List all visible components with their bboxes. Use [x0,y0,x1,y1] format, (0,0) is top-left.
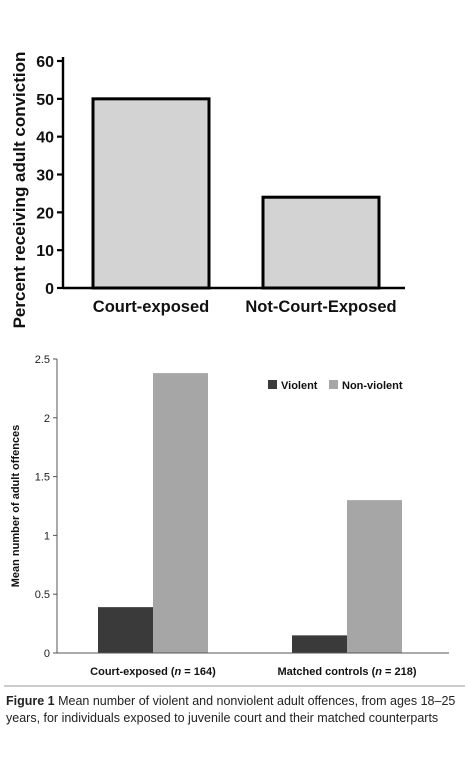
legend-label: Non-violent [342,380,403,392]
legend-swatch [329,380,338,389]
y-tick-label: 20 [36,205,54,222]
x-tick-label: Court-exposed (n = 164) [90,666,216,678]
y-axis-label: Percent receiving adult conviction [10,52,29,329]
y-tick-label: 60 [36,54,54,71]
y-tick-label: 30 [36,168,54,185]
x-tick-label-count: = 164) [181,666,216,678]
bar [347,500,402,653]
x-tick-label-text: Court-exposed ( [90,666,175,678]
legend-label: Violent [281,380,318,392]
x-tick-label: Matched controls (n = 218) [277,666,416,678]
y-tick-label: 0 [45,281,54,298]
y-tick-label: 2.5 [35,354,50,366]
x-tick-label: Court-exposed [93,298,209,316]
x-tick-label-count: = 218) [382,666,417,678]
y-tick-label: 1 [44,530,50,542]
bar [261,195,381,290]
y-tick-label: 0 [44,648,50,660]
y-tick-label: 0.5 [35,589,50,601]
bar [91,97,211,290]
bar [153,373,208,653]
figure-caption-text: Mean number of violent and nonviolent ad… [6,694,456,725]
bar [292,635,347,653]
x-tick-label: Not-Court-Exposed [245,298,396,316]
x-tick-label-n: n [175,666,182,678]
y-tick-label: 2 [44,413,50,425]
chart-conviction: 0 10 20 30 40 50 60 Court-exposed Not-Court-Expo… [10,52,405,329]
y-tick-label: 40 [36,130,54,147]
y-tick-label: 10 [36,243,54,260]
x-tick-label-n: n [375,666,382,678]
bar [98,607,153,653]
figure-caption: Figure 1 Mean number of violent and nonv… [6,693,462,727]
y-axis-label: Mean number of adult offences [10,425,22,588]
y-tick-label: 50 [36,92,54,109]
legend: Violent Non-violent [268,380,403,392]
y-tick-label: 1.5 [35,472,50,484]
legend-swatch [268,380,277,389]
figure-caption-label: Figure 1 [6,694,55,708]
x-tick-label-text: Matched controls ( [277,666,375,678]
